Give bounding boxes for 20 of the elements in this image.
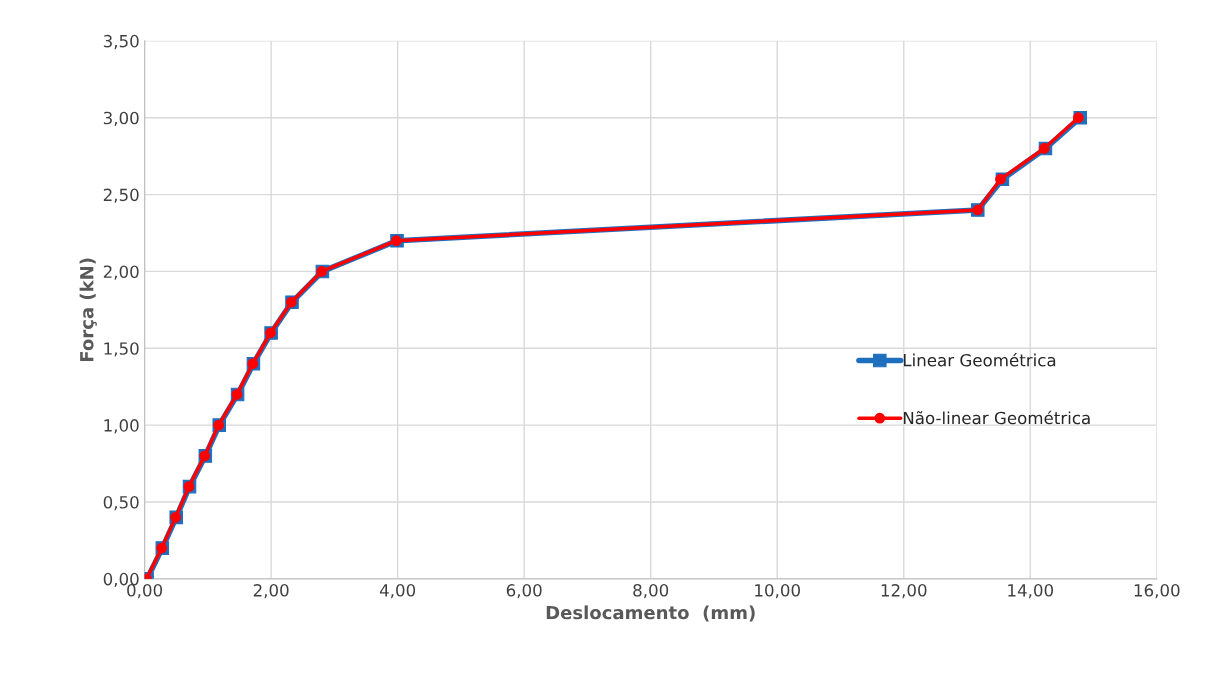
y-tick-label: 1,50: [104, 342, 139, 357]
x-tick-label: 4,00: [379, 584, 416, 599]
x-axis-title: Deslocamento (mm): [546, 605, 755, 622]
legend-label: Não-linear Geométrica: [903, 410, 1090, 425]
legend-label: Linear Geométrica: [903, 352, 1056, 367]
x-tick-label: 6,00: [506, 584, 542, 599]
x-tick-label: 8,00: [633, 584, 669, 599]
y-tick-label: 3,50: [103, 34, 139, 50]
y-tick-label: 2,50: [103, 188, 139, 203]
y-tick-label: 3,00: [103, 111, 139, 126]
point: [995, 173, 1006, 185]
x-tick-label: 16,00: [1134, 584, 1180, 599]
x-tick-label: 14,00: [1008, 584, 1054, 599]
y-axis-title: Força (kN): [79, 258, 97, 362]
y-tick-label: 1,00: [104, 419, 139, 434]
y-tick-label: 2,00: [103, 265, 139, 280]
y-tick-label: 0,50: [103, 495, 139, 511]
x-tick-label: 10,00: [755, 584, 800, 599]
x-tick-label: 2,00: [253, 584, 289, 599]
x-tick-label: 12,00: [881, 584, 927, 599]
